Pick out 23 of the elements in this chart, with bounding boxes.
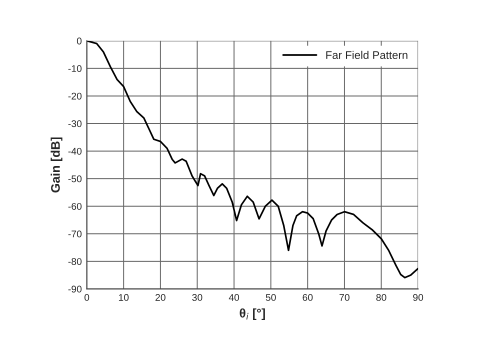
legend-label: Far Field Pattern [326,50,408,59]
y-tick-label: -30 [68,120,82,128]
y-tick-label: -40 [68,148,82,155]
y-axis-title: Gain [dB] [50,137,62,192]
y-tick-label: -60 [68,202,82,210]
y-tick-label: -70 [68,230,82,238]
x-axis-title: θ$_{i}$ [°] [240,308,265,320]
y-tick-label: -90 [68,286,82,293]
x-tick-label: 40 [228,294,240,301]
x-tick-label: 0 [84,294,90,301]
y-tick-label: -80 [68,258,82,265]
y-tick-label: -50 [68,175,82,182]
x-tick-label: 60 [302,294,313,301]
y-tick-label: 0 [76,38,82,44]
x-tick-label: 10 [118,294,129,301]
x-tick-label: 80 [376,294,386,301]
x-tick-label: 90 [413,294,424,301]
y-tick-label: -20 [68,92,82,100]
x-tick-label: 70 [340,294,350,301]
x-tick-label: 20 [156,294,166,301]
y-tick-label: -10 [68,65,82,72]
x-tick-label: 30 [192,294,202,301]
x-tick-label: 50 [266,294,276,301]
